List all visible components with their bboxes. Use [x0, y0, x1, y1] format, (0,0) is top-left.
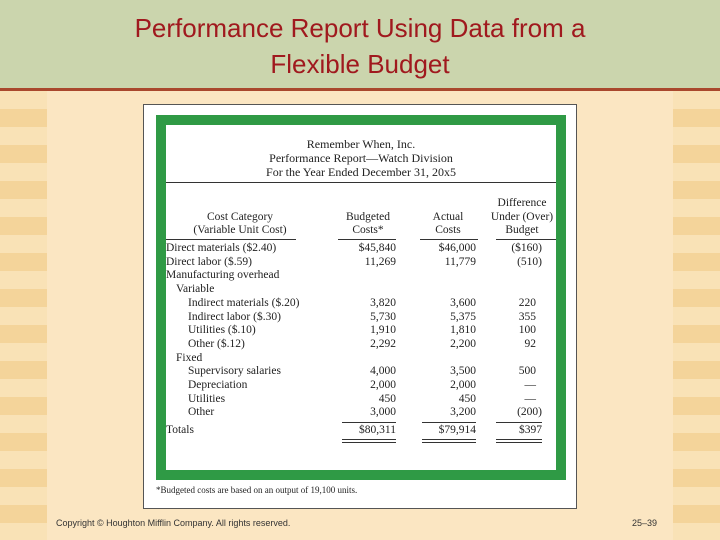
- total-double-rule-difference-1: [496, 439, 542, 440]
- row-actual: 3,600: [450, 296, 476, 309]
- row-budgeted: $45,840: [358, 242, 396, 254]
- row-label: Utilities ($.10): [188, 324, 256, 337]
- column-rule-budgeted: [338, 239, 396, 240]
- report-footnote: *Budgeted costs are based on an output o…: [156, 485, 358, 495]
- header-rule: [166, 182, 556, 183]
- col-header-difference-2: Under (Over): [490, 211, 554, 223]
- row-label: Indirect labor ($.30): [188, 310, 281, 323]
- row-label: Other ($.12): [188, 337, 245, 350]
- row-difference: 100: [518, 324, 536, 337]
- row-difference: —: [524, 392, 537, 405]
- row-difference: 500: [518, 365, 536, 378]
- row-budgeted: 3,820: [370, 296, 396, 309]
- row-difference: (510): [517, 255, 542, 268]
- total-double-rule-budgeted-2: [342, 442, 396, 443]
- col-header-difference-3: Budget: [505, 224, 539, 236]
- report-frame: Remember When, Inc. Performance Report—W…: [156, 115, 566, 480]
- row-actual: 1,810: [450, 324, 476, 337]
- total-double-rule-actual-2: [422, 442, 476, 443]
- row-label: Totals: [166, 424, 194, 436]
- row-actual: $79,914: [438, 424, 476, 436]
- row-difference: 355: [518, 310, 536, 323]
- col-header-actual-2: Costs: [435, 224, 461, 236]
- row-actual: 5,375: [450, 310, 476, 323]
- col-header-category-2: (Variable Unit Cost): [193, 224, 287, 236]
- report-title: Performance Report—Watch Division: [269, 151, 453, 165]
- page-number: 25–39: [632, 518, 658, 528]
- row-budgeted: 4,000: [370, 365, 396, 378]
- row-label: Utilities: [188, 392, 226, 405]
- performance-report: Remember When, Inc. Performance Report—W…: [143, 104, 577, 509]
- total-double-rule-difference-2: [496, 442, 542, 443]
- row-label: Manufacturing overhead: [166, 269, 280, 282]
- row-budgeted: 450: [378, 392, 396, 405]
- row-budgeted: 11,269: [364, 255, 396, 268]
- row-label: Direct materials ($2.40): [166, 242, 277, 254]
- row-actual: 3,500: [450, 365, 476, 378]
- report-period: For the Year Ended December 31, 20x5: [266, 165, 456, 179]
- row-budgeted: $80,311: [359, 424, 396, 436]
- col-header-difference-1: Difference: [497, 197, 547, 209]
- row-label: Depreciation: [188, 379, 248, 391]
- total-double-rule-actual-1: [422, 439, 476, 440]
- slide-header: Performance Report Using Data from a Fle…: [0, 0, 720, 91]
- report-company: Remember When, Inc.: [306, 137, 416, 151]
- row-actual: 450: [458, 392, 476, 405]
- column-rule-difference: [496, 239, 556, 240]
- row-budgeted: 5,730: [370, 310, 396, 323]
- row-actual: 2,000: [450, 379, 476, 391]
- row-actual: 3,200: [450, 406, 476, 419]
- subtotal-rule-budgeted: [342, 422, 396, 423]
- slide-title: Performance Report Using Data from a Fle…: [0, 10, 720, 82]
- row-label: Indirect materials ($.20): [188, 296, 300, 309]
- col-header-category-1: Cost Category: [206, 211, 274, 223]
- subtotal-rule-difference: [496, 422, 542, 423]
- row-budgeted: 3,000: [370, 406, 396, 419]
- row-actual: 2,200: [450, 337, 476, 350]
- column-rule-category: [166, 239, 296, 240]
- row-label: Supervisory salaries: [188, 365, 281, 378]
- column-rule-actual: [420, 239, 478, 240]
- col-header-budgeted-1: Budgeted: [345, 211, 391, 223]
- row-label: Variable: [176, 283, 215, 296]
- row-actual: 11,779: [444, 255, 476, 268]
- row-difference: ($160): [511, 242, 542, 254]
- col-header-budgeted-2: Costs*: [352, 224, 384, 236]
- slide-title-line-2: Flexible Budget: [270, 49, 450, 79]
- copyright-notice: Copyright © Houghton Mifflin Company. Al…: [56, 518, 291, 528]
- row-budgeted: 2,292: [370, 337, 396, 350]
- row-budgeted: 2,000: [370, 379, 396, 391]
- col-header-actual-1: Actual: [432, 211, 464, 223]
- row-label: Other: [188, 406, 215, 419]
- row-difference: (200): [517, 406, 542, 419]
- row-label: Fixed: [176, 351, 203, 364]
- row-label: Direct labor ($.59): [166, 255, 252, 268]
- row-actual: $46,000: [438, 242, 476, 254]
- row-budgeted: 1,910: [370, 324, 396, 337]
- subtotal-rule-actual: [422, 422, 476, 423]
- row-difference: $397: [519, 424, 542, 436]
- row-difference: 220: [518, 296, 536, 309]
- row-difference: —: [524, 379, 537, 391]
- row-difference: 92: [524, 337, 537, 350]
- total-double-rule-budgeted-1: [342, 439, 396, 440]
- slide-title-line-1: Performance Report Using Data from a: [134, 13, 586, 43]
